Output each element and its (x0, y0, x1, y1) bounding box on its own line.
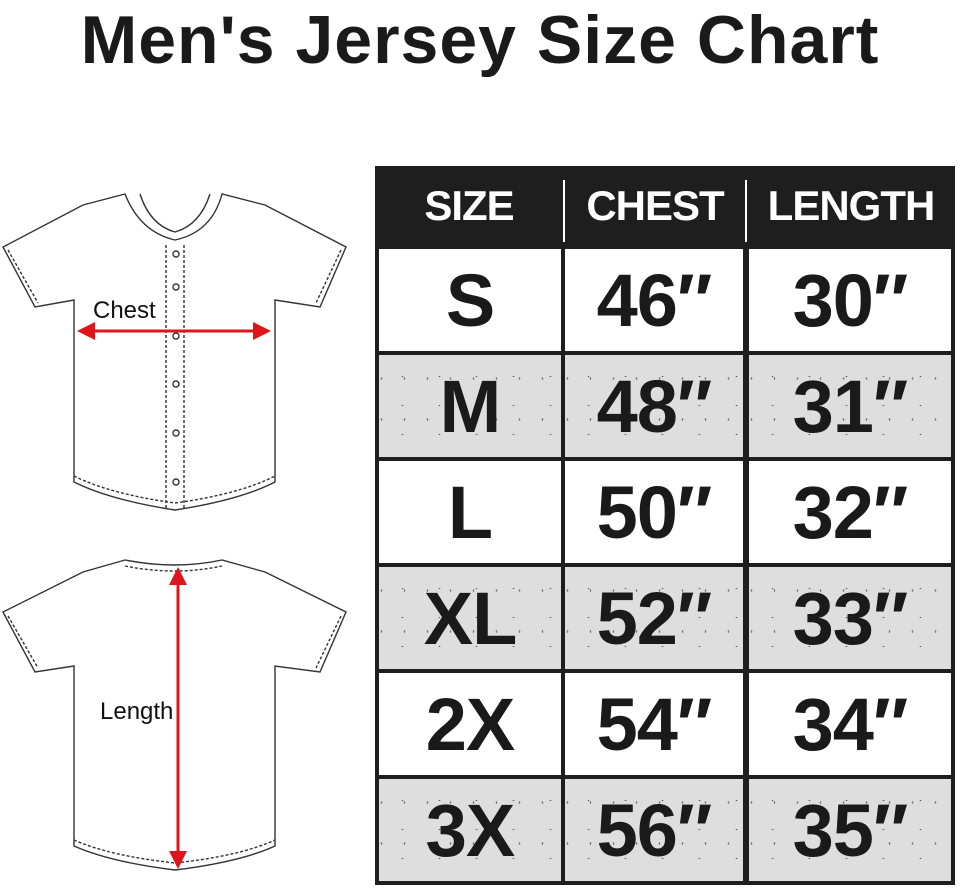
cell-chest: 48″ (565, 355, 743, 457)
cell-size: 3X (379, 779, 561, 881)
cell-chest: 50″ (565, 461, 743, 563)
cell-size: L (379, 461, 561, 563)
front-jersey-illustration (2, 193, 347, 511)
size-chart-table: SIZE CHEST LENGTH S 46″ 30″ M 48″ 31″ L 50″ 32″ X… (375, 166, 955, 885)
cell-length: 34″ (749, 673, 951, 775)
length-label: Length (100, 698, 173, 725)
header-length: LENGTH (767, 181, 936, 229)
cell-size: XL (379, 567, 561, 669)
cell-size: 2X (379, 673, 561, 775)
header-size: SIZE (424, 181, 514, 229)
page-title: Men's Jersey Size Chart (80, 2, 880, 78)
cell-chest: 46″ (565, 249, 743, 351)
cell-size: M (379, 355, 561, 457)
header-divider (745, 180, 747, 242)
cell-length: 31″ (749, 355, 951, 457)
cell-length: 35″ (749, 779, 951, 881)
cell-length: 32″ (749, 461, 951, 563)
header-chest: CHEST (586, 181, 724, 229)
cell-chest: 52″ (565, 567, 743, 669)
chest-label: Chest (93, 297, 156, 324)
cell-chest: 54″ (565, 673, 743, 775)
cell-size: S (379, 249, 561, 351)
cell-length: 30″ (749, 249, 951, 351)
header-divider (563, 180, 565, 242)
jersey-diagrams: Chest Length (2, 193, 347, 871)
back-jersey-illustration (2, 559, 347, 871)
cell-chest: 56″ (565, 779, 743, 881)
cell-length: 33″ (749, 567, 951, 669)
